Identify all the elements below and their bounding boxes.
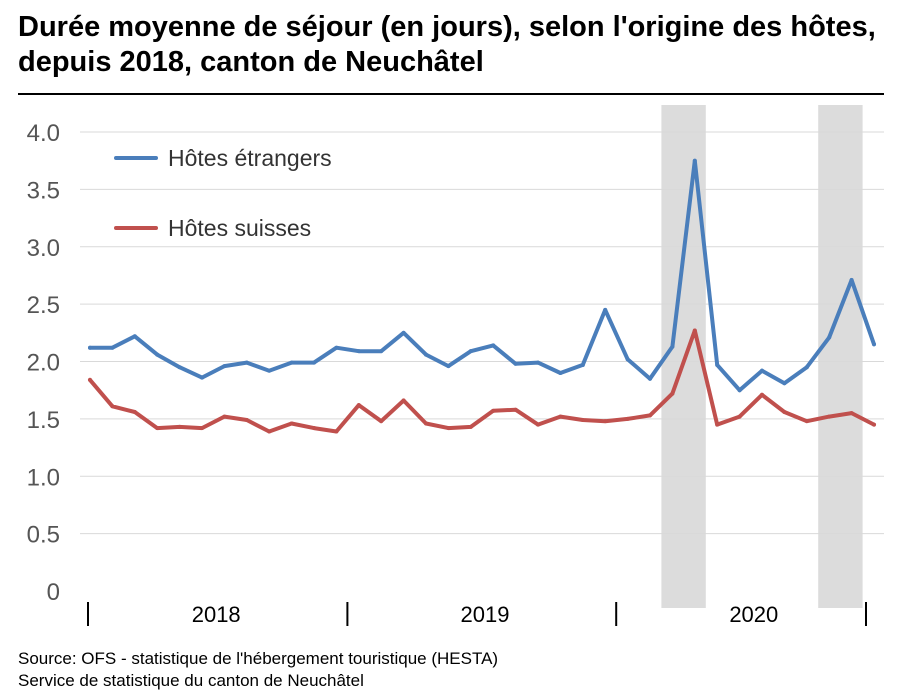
data-point	[200, 426, 204, 431]
data-point	[88, 377, 92, 382]
data-point	[782, 381, 787, 386]
y-tick-label: 2.0	[27, 350, 60, 377]
data-point	[289, 421, 294, 426]
data-point	[513, 407, 518, 412]
data-point	[244, 418, 249, 423]
chart-footer: Source: OFS - statistique de l'hébergeme…	[18, 648, 498, 692]
data-point	[401, 330, 406, 335]
data-point	[782, 409, 787, 414]
data-point	[132, 334, 137, 339]
y-tick-label: 3.0	[27, 235, 60, 262]
data-point	[312, 426, 316, 431]
series-line-1	[88, 158, 876, 393]
data-point	[737, 414, 742, 419]
data-point	[715, 422, 720, 427]
data-point	[446, 364, 451, 369]
source-note: Source: OFS - statistique de l'hébergeme…	[18, 649, 499, 668]
data-point	[491, 408, 496, 413]
x-year-label: 2020	[729, 602, 778, 627]
data-point	[110, 345, 115, 350]
data-point	[580, 418, 585, 423]
data-point	[558, 370, 563, 375]
y-tick-label: 4.0	[27, 120, 60, 147]
data-point	[222, 364, 227, 369]
data-point	[625, 416, 630, 421]
data-point	[603, 307, 608, 312]
data-point	[648, 376, 652, 381]
data-point	[536, 422, 540, 427]
data-point	[334, 429, 339, 434]
data-point	[804, 365, 809, 370]
y-tick-label: 1.0	[27, 464, 60, 491]
data-point	[110, 404, 115, 409]
data-point	[491, 343, 496, 348]
data-point	[513, 361, 518, 366]
shaded-period-2	[818, 105, 863, 608]
title-divider	[18, 93, 884, 95]
data-point	[827, 335, 832, 340]
data-point	[200, 375, 204, 380]
data-point	[267, 429, 272, 434]
data-point	[625, 357, 630, 362]
data-point	[827, 414, 832, 419]
data-point	[289, 360, 294, 365]
y-tick-label: 2.5	[27, 292, 60, 319]
data-point	[132, 409, 137, 414]
data-point	[872, 422, 876, 427]
data-point	[760, 392, 764, 397]
data-point	[446, 426, 451, 431]
series-line-2	[88, 328, 876, 434]
data-point	[468, 349, 473, 354]
data-point	[580, 362, 585, 367]
data-point	[715, 362, 720, 367]
data-point	[356, 403, 361, 408]
data-point	[267, 368, 272, 373]
data-point	[312, 360, 316, 365]
data-point	[760, 368, 764, 373]
data-point	[804, 419, 809, 424]
data-point	[648, 413, 652, 418]
data-point	[670, 391, 675, 396]
data-point	[692, 158, 697, 163]
data-point	[872, 342, 876, 347]
legend-label-1: Hôtes étrangers	[168, 145, 332, 171]
data-point	[424, 421, 428, 426]
data-point	[401, 398, 406, 403]
y-tick-label: 1.5	[27, 407, 60, 434]
data-point	[379, 419, 384, 424]
data-point	[424, 352, 428, 357]
x-year-label: 2018	[192, 602, 241, 627]
data-point	[468, 424, 473, 429]
service-note: Service de statistique du canton de Neuc…	[18, 671, 364, 690]
data-point	[222, 414, 227, 419]
data-point	[737, 388, 742, 393]
data-point	[379, 349, 384, 354]
data-point	[244, 360, 249, 365]
data-point	[334, 345, 339, 350]
data-point	[88, 345, 92, 350]
y-tick-label: 0	[47, 579, 60, 606]
chart-title: Durée moyenne de séjour (en jours), selo…	[18, 11, 876, 78]
x-year-label: 2019	[461, 602, 510, 627]
data-point	[603, 419, 608, 424]
data-point	[692, 328, 697, 333]
data-point	[356, 349, 361, 354]
data-point	[155, 352, 160, 357]
legend-label-2: Hôtes suisses	[168, 215, 311, 241]
data-point	[155, 426, 160, 431]
data-point	[670, 344, 675, 349]
line-chart: 0 0.5 1.0 1.5 2.0 2.5 3.0 3.5 4.0 2018 2019 2020 Hôt…	[27, 105, 884, 627]
data-point	[558, 414, 563, 419]
data-point	[177, 424, 182, 429]
data-point	[849, 411, 854, 416]
data-point	[536, 360, 540, 365]
y-tick-label: 0.5	[27, 522, 60, 549]
data-point	[177, 365, 182, 370]
data-point	[849, 278, 854, 283]
y-tick-label: 3.5	[27, 177, 60, 204]
